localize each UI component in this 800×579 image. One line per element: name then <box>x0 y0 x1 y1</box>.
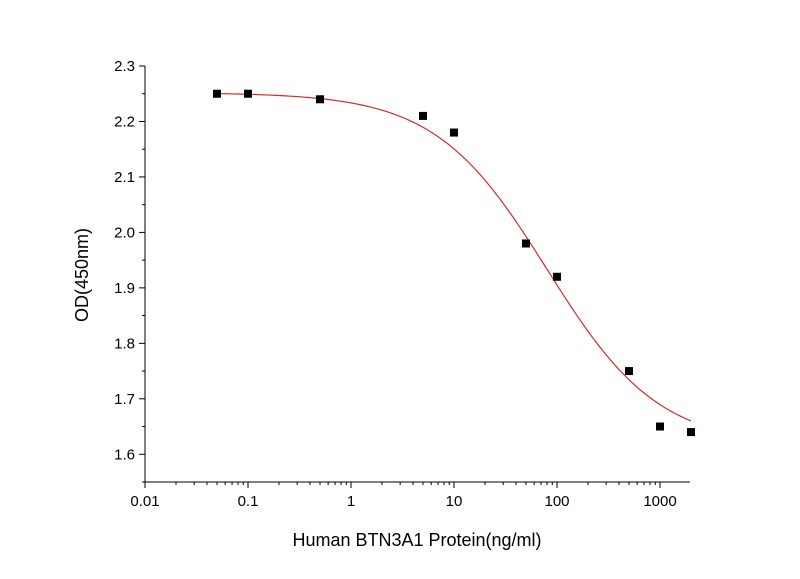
y-axis-ticks: 1.6 1.7 1.8 1.9 2.0 2.1 2.2 2.3 <box>114 58 145 483</box>
data-point <box>244 89 252 98</box>
data-point <box>418 111 427 120</box>
y-tick-label: 2.0 <box>114 224 135 241</box>
x-tick-label: 0.1 <box>238 493 259 510</box>
plot-area: 1.6 1.7 1.8 1.9 2.0 2.1 2.2 2.3 0.01 0.1 1 10 100 10… <box>114 58 696 510</box>
y-tick-label: 1.9 <box>114 280 135 297</box>
x-tick-label: 1000 <box>643 493 676 510</box>
x-tick-label: 0.01 <box>130 493 159 510</box>
y-axis-title: OD(450nm) <box>72 228 92 322</box>
y-tick-label: 1.6 <box>114 446 135 463</box>
data-point <box>553 272 561 281</box>
data-point <box>624 367 633 376</box>
y-tick-label: 2.2 <box>114 113 135 130</box>
x-axis-ticks: 0.01 0.1 1 10 100 1000 <box>130 482 677 510</box>
fit-curve <box>216 92 692 422</box>
y-tick-label: 2.1 <box>114 169 135 186</box>
data-point <box>521 239 530 248</box>
x-tick-label: 1 <box>347 493 355 510</box>
y-tick-label: 2.3 <box>114 58 135 75</box>
data-point <box>656 422 664 431</box>
y-tick-label: 1.8 <box>114 335 135 352</box>
data-point <box>450 128 458 137</box>
x-tick-label: 100 <box>544 493 569 510</box>
x-axis-title: Human BTN3A1 Protein(ng/ml) <box>292 530 541 550</box>
data-point <box>687 428 696 437</box>
x-tick-label: 10 <box>446 493 463 510</box>
data-points <box>212 89 696 437</box>
data-point <box>315 95 324 104</box>
data-point <box>212 89 221 98</box>
y-tick-label: 1.7 <box>114 391 135 408</box>
